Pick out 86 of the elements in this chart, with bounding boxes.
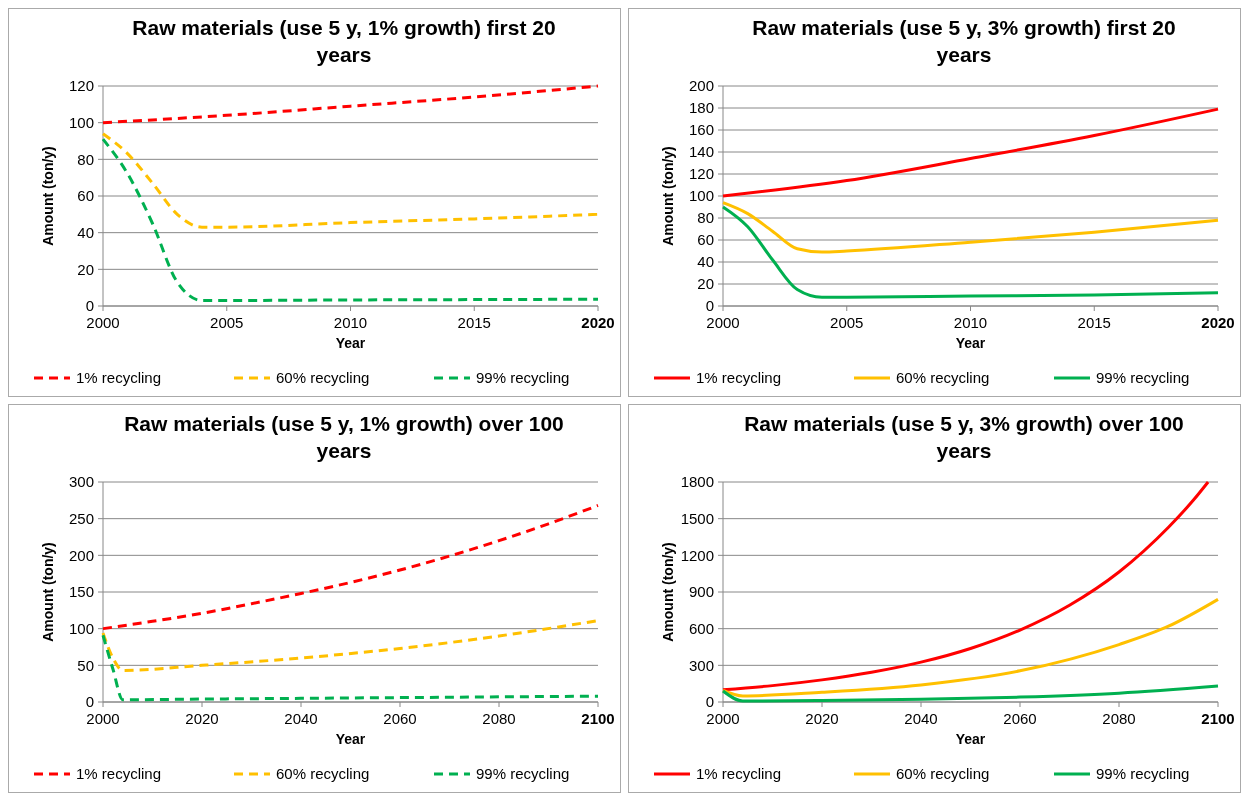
x-axis-title: Year xyxy=(955,731,986,747)
y-tick-label: 0 xyxy=(705,693,714,711)
y-axis-title: Amount (ton/y) xyxy=(40,146,56,246)
y-tick-label: 200 xyxy=(68,546,94,564)
x-tick-label: 2015 xyxy=(457,314,491,331)
x-tick-label: 2020 xyxy=(1201,314,1235,331)
y-tick-label: 1500 xyxy=(680,509,714,527)
y-tick-label: 120 xyxy=(688,165,714,183)
y-axis-title: Amount (ton/y) xyxy=(40,542,56,642)
x-tick-label: 2020 xyxy=(581,314,615,331)
x-tick-label: 2005 xyxy=(830,314,864,331)
legend-label: 1% recycling xyxy=(696,369,782,387)
x-tick-label: 2080 xyxy=(482,710,516,727)
y-tick-label: 100 xyxy=(68,619,94,637)
y-tick-label: 0 xyxy=(85,297,94,315)
legend-label: 99% recycling xyxy=(476,369,570,387)
x-tick-label: 2000 xyxy=(706,710,740,727)
legend-label: 99% recycling xyxy=(1096,369,1190,387)
x-tick-label: 2000 xyxy=(706,314,740,331)
line-series xyxy=(721,201,1220,254)
y-tick-label: 200 xyxy=(688,77,714,95)
legend-label: 99% recycling xyxy=(476,765,570,783)
x-tick-label: 2010 xyxy=(953,314,988,331)
line-series xyxy=(101,137,600,302)
y-tick-label: 40 xyxy=(77,223,94,241)
x-tick-label: 2060 xyxy=(383,710,417,727)
y-tick-label: 0 xyxy=(85,693,94,711)
y-tick-label: 180 xyxy=(688,99,714,117)
x-tick-label: 2000 xyxy=(86,710,120,727)
x-tick-label: 2000 xyxy=(86,314,120,331)
x-tick-label: 2005 xyxy=(210,314,244,331)
chart-title: Raw materials (use 5 y, 1% growth) over 100 years xyxy=(124,412,564,462)
chart-title: Raw materials (use 5 y, 3% growth) first 20 years xyxy=(752,16,1176,66)
x-tick-label: 2040 xyxy=(284,710,318,727)
line-series xyxy=(101,503,600,631)
x-axis-title: Year xyxy=(335,731,366,747)
x-tick-label: 2015 xyxy=(1077,314,1111,331)
y-tick-label: 20 xyxy=(697,275,714,293)
x-tick-label: 2080 xyxy=(1102,710,1136,727)
chart-title: Raw materials (use 5 y, 1% growth) first 20 years xyxy=(132,16,556,66)
x-tick-label: 2020 xyxy=(805,710,839,727)
x-tick-label: 2100 xyxy=(581,710,615,727)
y-tick-label: 300 xyxy=(68,473,94,491)
line-series xyxy=(721,597,1220,698)
x-tick-label: 2010 xyxy=(333,314,368,331)
y-tick-label: 20 xyxy=(77,260,94,278)
x-tick-label: 2040 xyxy=(904,710,938,727)
line-series xyxy=(721,480,1210,692)
legend-label: 60% recycling xyxy=(896,369,990,387)
x-axis-title: Year xyxy=(955,335,986,351)
x-tick-label: 2020 xyxy=(185,710,219,727)
legend-label: 60% recycling xyxy=(896,765,990,783)
y-axis-title: Amount (ton/y) xyxy=(660,146,676,246)
y-tick-label: 300 xyxy=(688,656,714,674)
x-tick-label: 2060 xyxy=(1003,710,1037,727)
line-series xyxy=(721,205,1220,299)
legend-label: 60% recycling xyxy=(276,369,370,387)
y-tick-label: 1200 xyxy=(680,546,714,564)
y-tick-label: 40 xyxy=(697,253,714,271)
y-tick-label: 80 xyxy=(77,150,94,168)
legend-label: 1% recycling xyxy=(696,765,782,783)
y-tick-label: 160 xyxy=(688,121,714,139)
legend-label: 1% recycling xyxy=(76,369,162,387)
y-tick-label: 150 xyxy=(68,583,94,601)
y-tick-label: 140 xyxy=(688,143,714,161)
y-axis-title: Amount (ton/y) xyxy=(660,542,676,642)
y-tick-label: 60 xyxy=(697,231,714,249)
y-tick-label: 1800 xyxy=(680,473,714,491)
y-tick-label: 60 xyxy=(77,187,94,205)
y-tick-label: 900 xyxy=(688,583,714,601)
y-tick-label: 600 xyxy=(688,619,714,637)
y-tick-label: 0 xyxy=(705,297,714,315)
y-tick-label: 100 xyxy=(68,113,94,131)
line-series xyxy=(101,132,600,229)
legend-label: 60% recycling xyxy=(276,765,370,783)
x-axis-title: Year xyxy=(335,335,366,351)
x-tick-label: 2100 xyxy=(1201,710,1235,727)
y-tick-label: 250 xyxy=(68,509,94,527)
line-series xyxy=(721,107,1220,198)
legend-label: 99% recycling xyxy=(1096,765,1190,783)
y-tick-label: 120 xyxy=(68,77,94,95)
y-tick-label: 100 xyxy=(688,187,714,205)
y-tick-label: 50 xyxy=(77,656,94,674)
y-tick-label: 80 xyxy=(697,209,714,227)
chart-title: Raw materials (use 5 y, 3% growth) over 100 years xyxy=(744,412,1184,462)
legend-label: 1% recycling xyxy=(76,765,162,783)
